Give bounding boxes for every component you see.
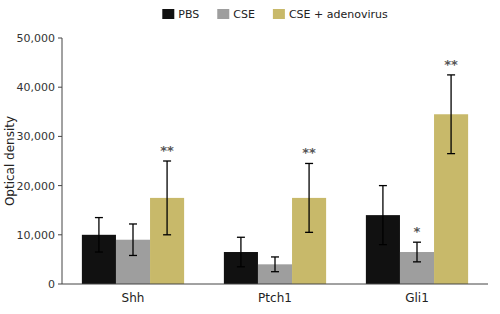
y-tick-label: 20,000 bbox=[17, 180, 56, 193]
y-tick bbox=[58, 234, 62, 235]
y-axis-label: Optical density bbox=[3, 116, 17, 206]
error-cap bbox=[271, 271, 279, 272]
x-axis bbox=[62, 284, 488, 285]
legend-label: PBS bbox=[178, 8, 199, 21]
error-bar bbox=[447, 75, 455, 154]
error-cap bbox=[379, 244, 387, 245]
x-tick-label: Shh bbox=[122, 291, 145, 305]
error-cap bbox=[447, 153, 455, 154]
y-tick-label: 0 bbox=[48, 278, 55, 291]
error-cap bbox=[95, 217, 103, 218]
error-cap bbox=[447, 74, 455, 75]
error-stem bbox=[274, 257, 275, 272]
legend-swatch bbox=[217, 9, 229, 19]
error-cap bbox=[237, 266, 245, 267]
error-stem bbox=[416, 242, 417, 262]
error-cap bbox=[305, 232, 313, 233]
error-cap bbox=[413, 242, 421, 243]
y-tick bbox=[58, 284, 62, 285]
error-stem bbox=[450, 75, 451, 154]
y-tick bbox=[58, 87, 62, 88]
legend-item: CSE + adenovirus bbox=[273, 8, 388, 21]
annotation: ** bbox=[302, 145, 316, 160]
annotation: ** bbox=[160, 143, 174, 158]
legend-item: CSE bbox=[217, 8, 255, 21]
error-cap bbox=[413, 261, 421, 262]
error-bar bbox=[237, 237, 245, 267]
legend: PBS CSE CSE + adenovirus bbox=[162, 8, 388, 21]
y-tick bbox=[58, 136, 62, 137]
legend-swatch bbox=[273, 9, 285, 19]
error-cap bbox=[379, 185, 387, 186]
error-cap bbox=[129, 223, 137, 224]
annotation: * bbox=[414, 224, 421, 239]
legend-label: CSE bbox=[233, 8, 255, 21]
error-bar bbox=[95, 218, 103, 252]
error-bar bbox=[413, 242, 421, 262]
error-bar bbox=[271, 257, 279, 272]
x-tick-label: Gli1 bbox=[405, 291, 429, 305]
chart: 0 10,000 20,000 30,000 40,000 50,000 Optical d… bbox=[0, 0, 500, 314]
error-stem bbox=[382, 186, 383, 245]
error-bar bbox=[305, 163, 313, 232]
annotation: ** bbox=[444, 57, 458, 72]
error-bar bbox=[379, 186, 387, 245]
error-stem bbox=[98, 218, 99, 252]
error-bar bbox=[129, 224, 137, 255]
error-cap bbox=[237, 237, 245, 238]
bars bbox=[82, 75, 468, 284]
y-tick bbox=[58, 38, 62, 39]
y-tick-label: 40,000 bbox=[17, 81, 56, 94]
y-tick-label: 30,000 bbox=[17, 130, 56, 143]
error-stem bbox=[166, 161, 167, 235]
error-cap bbox=[163, 160, 171, 161]
error-cap bbox=[163, 234, 171, 235]
error-cap bbox=[305, 163, 313, 164]
y-axis bbox=[62, 38, 63, 284]
error-bar bbox=[163, 161, 171, 235]
error-stem bbox=[240, 237, 241, 267]
error-stem bbox=[132, 224, 133, 255]
y-tick-label: 10,000 bbox=[17, 229, 56, 242]
y-tick bbox=[58, 185, 62, 186]
legend-swatch bbox=[162, 9, 174, 19]
error-stem bbox=[308, 163, 309, 232]
error-cap bbox=[129, 255, 137, 256]
x-tick-label: Ptch1 bbox=[258, 291, 292, 305]
legend-item: PBS bbox=[162, 8, 199, 21]
y-tick-label: 50,000 bbox=[17, 32, 56, 45]
error-cap bbox=[95, 251, 103, 252]
error-cap bbox=[271, 256, 279, 257]
legend-label: CSE + adenovirus bbox=[289, 8, 388, 21]
